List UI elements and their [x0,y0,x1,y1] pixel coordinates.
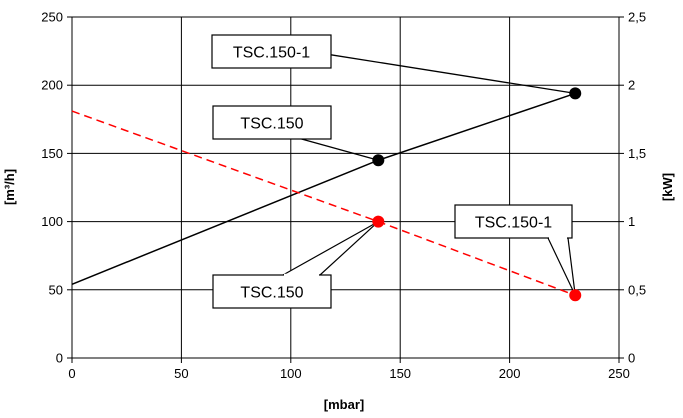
y-left-axis-title: [m³/h] [2,169,17,205]
y-right-axis-title: [kW] [660,173,675,201]
x-tick-label: 150 [389,366,411,381]
callout-box [211,34,332,69]
callout-label: TSC.150-1 [475,215,552,232]
callout-3: TSC.150-1 [454,204,576,296]
callout-box [454,204,573,239]
callout-label: TSC.150-1 [233,45,310,62]
x-tick-label: 50 [174,366,188,381]
callout-label: TSC.150 [240,285,303,302]
y-left-tick-label: 0 [56,351,63,366]
y-right-tick-label: 2,5 [628,10,646,25]
callout-1: TSC.150-1 [211,34,576,95]
y-right-tick-label: 0 [628,351,635,366]
callout-2: TSC.150 [212,105,379,161]
y-right-tick-label: 1 [628,214,635,229]
callout-label: TSC.150 [240,116,303,133]
x-tick-label: 0 [68,366,75,381]
callout-box [212,105,332,140]
y-left-tick-label: 200 [41,78,63,93]
x-tick-label: 100 [280,366,302,381]
y-left-tick-label: 150 [41,146,63,161]
callout-pointer [330,54,576,95]
data-point-1 [372,154,385,167]
y-left-tick-label: 50 [49,282,63,297]
y-right-tick-label: 2 [628,78,635,93]
data-point-4 [569,289,582,302]
markers [372,87,582,302]
x-axis-title: [mbar] [324,397,364,412]
y-left-tick-label: 250 [41,10,63,25]
callout-pointer [280,221,379,276]
callout-4: TSC.150 [212,221,379,309]
callout-pointer [301,138,379,161]
y-right-tick-label: 1,5 [628,146,646,161]
callout-box [212,274,332,309]
y-left-tick-label: 100 [41,214,63,229]
grid [67,16,624,363]
x-tick-label: 200 [499,366,521,381]
callouts: TSC.150-1 TSC.150 TSC.150-1 TSC.150 [211,34,576,309]
x-tick-label: 250 [608,366,630,381]
y-right-tick-label: 0,5 [628,282,646,297]
data-point-3 [372,215,385,228]
data-point-2 [569,87,582,100]
